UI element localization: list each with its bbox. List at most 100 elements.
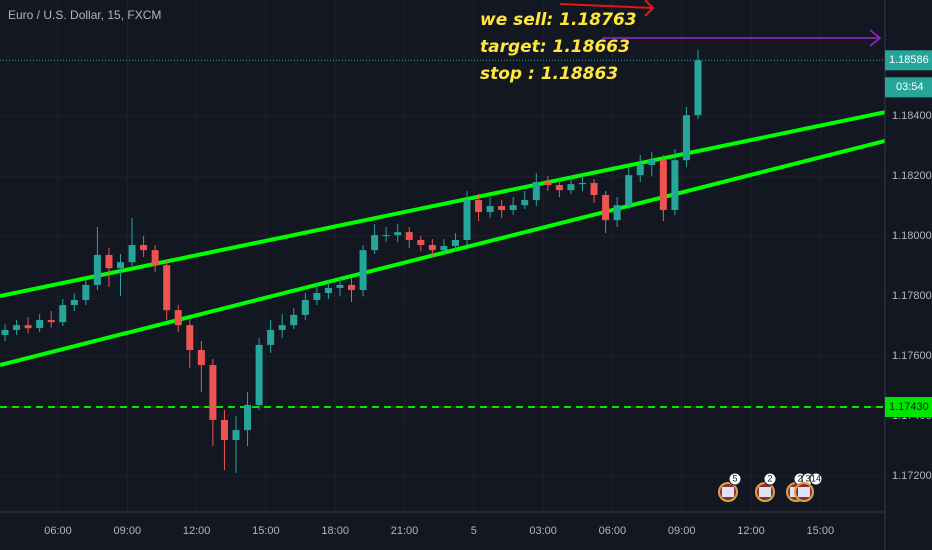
candle-body <box>451 239 459 246</box>
y-tick-label: 1.17800 <box>892 290 932 302</box>
candle-body <box>509 205 517 210</box>
candle-body <box>255 344 263 405</box>
x-tick-label: 09:00 <box>114 525 142 537</box>
candle-body <box>694 60 702 116</box>
last-price-box <box>885 50 932 71</box>
candle-body <box>521 200 529 206</box>
candle-body <box>267 329 275 345</box>
candle-body <box>336 284 344 288</box>
candle-body <box>405 232 413 240</box>
candle-body <box>1 329 9 336</box>
candle-body <box>186 325 194 351</box>
candle-body <box>232 430 240 441</box>
candle-body <box>359 250 367 291</box>
candle-body <box>532 182 540 201</box>
candle-body <box>625 175 633 206</box>
annotations: we sell: 1.18763 target: 1.18663 stop : 1.… <box>480 10 637 84</box>
sell-arrow <box>559 3 653 9</box>
candle-body <box>301 299 309 315</box>
event-count: 2 <box>797 473 802 483</box>
candle-body <box>93 254 101 285</box>
y-tick-label: 1.17200 <box>892 470 932 482</box>
x-tick-label: 15:00 <box>807 525 835 537</box>
x-tick-label: 06:00 <box>599 525 627 537</box>
target-arrow-head <box>869 29 882 47</box>
candle-body <box>209 365 217 420</box>
x-tick-label: 03:00 <box>529 525 557 537</box>
candle-body <box>117 262 124 269</box>
candle-body <box>394 232 402 236</box>
grid <box>0 0 885 512</box>
candle-body <box>544 182 552 186</box>
event-badge <box>763 472 777 486</box>
candle-body <box>567 184 575 191</box>
y-tick-label: 1.18400 <box>892 110 932 122</box>
candle-body <box>70 299 78 306</box>
candle-body <box>659 160 667 210</box>
trend-line <box>0 139 886 367</box>
candle-body <box>555 185 563 191</box>
candle-body <box>128 245 136 263</box>
candle-body <box>671 160 679 210</box>
countdown-label: 03:54 <box>896 81 924 93</box>
candle-body <box>140 245 148 251</box>
candle-body <box>440 245 448 251</box>
candle-body <box>348 284 355 291</box>
y-tick-label: 1.17600 <box>892 350 932 362</box>
candle-body <box>579 182 586 185</box>
plot: 5 2 2 3 14 <box>0 50 886 502</box>
annotation: target: 1.18663 <box>480 37 630 57</box>
annotation: we sell: 1.18763 <box>480 10 637 30</box>
candle-body <box>105 254 113 269</box>
event-flag <box>759 487 771 497</box>
chart-title: Euro / U.S. Dollar, 15, FXCM <box>8 8 161 22</box>
candle-body <box>682 115 690 161</box>
candle-body <box>197 350 205 366</box>
y-tick-label: 1.18000 <box>892 230 932 242</box>
candle-body <box>382 235 390 237</box>
candle-body <box>82 284 90 300</box>
candle-body <box>290 314 298 326</box>
x-tick-label: 21:00 <box>391 525 419 537</box>
candle-body <box>313 293 321 300</box>
sell-arrow-head <box>644 0 655 17</box>
x-tick-label: 15:00 <box>252 525 280 537</box>
candle-body <box>278 325 286 330</box>
candle-body <box>486 206 494 213</box>
event-badge <box>728 472 742 486</box>
candle-body <box>463 200 471 240</box>
candle-body <box>13 325 21 330</box>
candle-body <box>590 182 598 195</box>
x-tick-label: 18:00 <box>321 525 349 537</box>
candle-body <box>220 419 228 441</box>
candle-body <box>47 320 55 323</box>
candle-body <box>498 206 506 210</box>
x-tick-label: 12:00 <box>183 525 211 537</box>
annotation: stop : 1.18863 <box>480 64 618 84</box>
candle-body <box>324 287 332 294</box>
x-tick-label: 12:00 <box>737 525 765 537</box>
event-count: 5 <box>732 473 737 483</box>
event-flag <box>798 487 810 497</box>
candle-body <box>174 310 182 326</box>
candle-body <box>613 205 621 221</box>
candle-body <box>417 239 425 246</box>
candle-body <box>163 265 171 311</box>
event-count: 14 <box>811 473 821 483</box>
candle-body <box>648 160 656 165</box>
candle-body <box>59 305 67 323</box>
y-tick-label: 1.18200 <box>892 170 932 182</box>
event-count: 3 <box>805 473 810 483</box>
candle-body <box>371 235 379 251</box>
last-price-label: 1.18586 <box>889 54 929 66</box>
candle-body <box>475 200 483 213</box>
x-tick-label: 09:00 <box>668 525 696 537</box>
trend-line <box>0 110 886 299</box>
candle-body <box>602 194 610 221</box>
x-tick-label: 5 <box>471 525 477 537</box>
event-count: 2 <box>767 473 772 483</box>
x-tick-label: 06:00 <box>44 525 72 537</box>
candle-body <box>428 245 436 251</box>
